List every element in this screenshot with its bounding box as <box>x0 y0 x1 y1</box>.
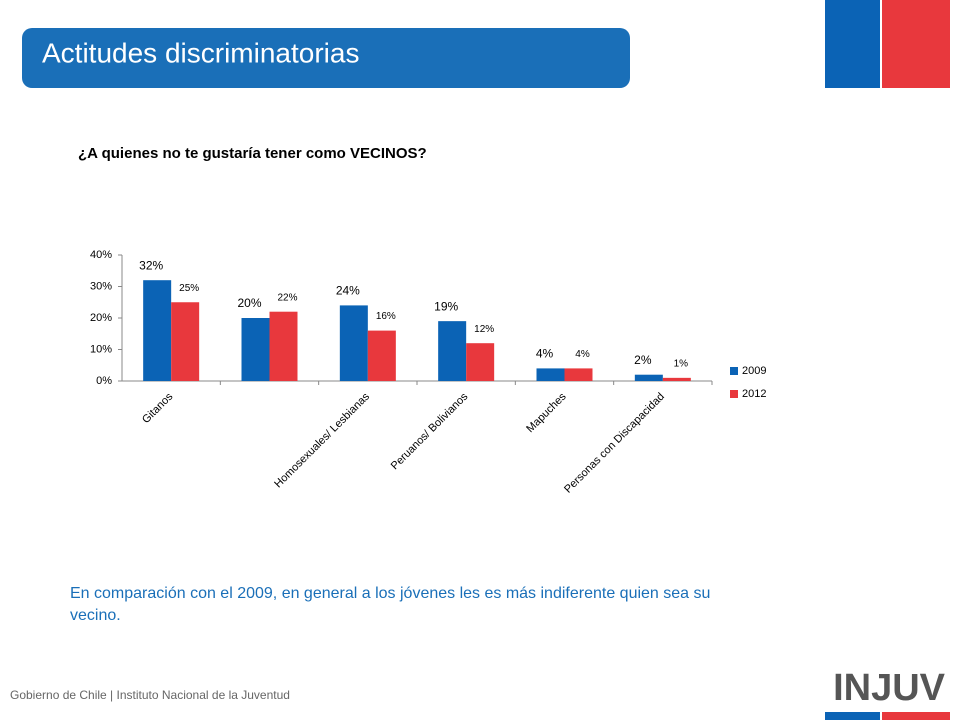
bar <box>536 368 565 381</box>
y-tick-label: 40% <box>90 249 112 261</box>
value-label: 24% <box>336 284 360 298</box>
logo: INJUV <box>833 667 946 709</box>
chart-title: ¿A quienes no te gustaría tener como VEC… <box>78 145 427 162</box>
bar <box>662 377 691 381</box>
bar <box>269 311 298 381</box>
bar <box>466 343 495 381</box>
note-line: En comparación con el 2009, en general a… <box>70 585 710 602</box>
logo-bar <box>825 712 880 720</box>
slide-title: Actitudes discriminatorias <box>42 37 359 68</box>
value-label: 20% <box>237 296 261 310</box>
value-label: 4% <box>536 347 554 361</box>
value-label: 4% <box>575 349 590 360</box>
value-label: 2% <box>634 353 652 367</box>
bar <box>634 374 663 381</box>
value-label: 16% <box>376 311 396 322</box>
legend-swatch <box>730 367 738 375</box>
x-tick-label: Homosexuales/ Lesbianas <box>272 390 372 490</box>
x-tick-label: Mapuches <box>524 390 569 435</box>
y-tick-label: 20% <box>90 312 112 324</box>
logo-bar <box>882 712 950 720</box>
bar <box>339 305 368 381</box>
y-tick-label: 0% <box>96 375 112 387</box>
title-bar <box>22 28 630 88</box>
legend-label: 2009 <box>742 365 766 377</box>
legend-label: 2012 <box>742 388 766 400</box>
legend-swatch <box>730 390 738 398</box>
bar <box>241 318 270 381</box>
chart: 0% 10% 20% 30% 40% Gitanos 32% 25% 20% 22% Homosex… <box>90 249 767 496</box>
value-label: 19% <box>434 299 458 313</box>
flag-red <box>882 0 950 88</box>
bar <box>143 280 172 381</box>
note-line: vecino. <box>70 607 121 624</box>
bar <box>564 368 593 381</box>
bar <box>438 321 467 381</box>
footer: Gobierno de Chile | Instituto Nacional d… <box>10 688 290 702</box>
value-label: 25% <box>179 283 199 294</box>
x-tick-label: Personas con Discapacidad <box>562 391 667 496</box>
value-label: 12% <box>474 324 494 335</box>
y-tick-label: 30% <box>90 280 112 292</box>
y-tick-label: 10% <box>90 343 112 355</box>
value-label: 32% <box>139 258 163 272</box>
flag-blue <box>825 0 880 88</box>
bar <box>367 330 396 381</box>
x-tick-label: Peruanos/ Bolivianos <box>389 390 471 472</box>
x-tick-label: Gitanos <box>140 390 176 426</box>
value-label: 22% <box>277 292 297 303</box>
value-label: 1% <box>674 358 689 369</box>
bar <box>171 302 200 381</box>
